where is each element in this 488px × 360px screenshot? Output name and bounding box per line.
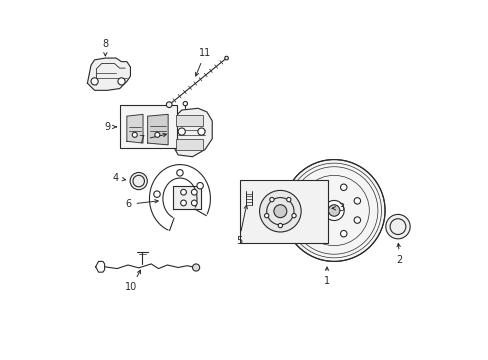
Circle shape	[340, 184, 346, 190]
Circle shape	[91, 78, 98, 85]
Text: 5: 5	[235, 205, 247, 246]
Circle shape	[353, 217, 360, 223]
Polygon shape	[87, 58, 130, 90]
Text: 6: 6	[125, 199, 158, 210]
Bar	[176, 116, 203, 126]
Circle shape	[328, 205, 339, 216]
Text: 7: 7	[138, 133, 166, 145]
Circle shape	[224, 56, 228, 60]
Bar	[239, 180, 327, 243]
Text: 10: 10	[125, 270, 140, 292]
Circle shape	[385, 215, 409, 239]
Polygon shape	[126, 114, 142, 143]
Circle shape	[321, 184, 327, 190]
Circle shape	[191, 189, 197, 195]
Circle shape	[324, 201, 344, 221]
Bar	[176, 139, 203, 149]
Circle shape	[269, 197, 273, 202]
Circle shape	[278, 224, 282, 228]
Circle shape	[283, 159, 384, 261]
Circle shape	[197, 183, 203, 189]
Circle shape	[166, 102, 172, 108]
Circle shape	[153, 191, 160, 197]
Circle shape	[259, 190, 301, 232]
Polygon shape	[172, 186, 201, 210]
Circle shape	[291, 213, 296, 218]
Circle shape	[192, 264, 199, 271]
Circle shape	[307, 198, 314, 204]
Polygon shape	[147, 114, 168, 145]
Text: 8: 8	[102, 39, 108, 56]
Text: 1: 1	[323, 267, 329, 286]
Circle shape	[198, 128, 204, 135]
Circle shape	[118, 78, 125, 85]
Circle shape	[130, 172, 147, 190]
Circle shape	[180, 189, 186, 195]
Circle shape	[321, 230, 327, 237]
Text: 2: 2	[396, 243, 402, 265]
Text: 11: 11	[195, 48, 211, 76]
Circle shape	[191, 200, 197, 206]
Text: 4: 4	[113, 173, 125, 183]
Bar	[120, 105, 177, 148]
Circle shape	[176, 170, 183, 176]
Circle shape	[340, 230, 346, 237]
Circle shape	[180, 200, 186, 206]
Circle shape	[264, 213, 268, 218]
Text: 3: 3	[331, 203, 344, 213]
Circle shape	[178, 128, 185, 135]
Circle shape	[353, 198, 360, 204]
Circle shape	[155, 132, 160, 137]
Circle shape	[286, 197, 290, 202]
Text: 9: 9	[104, 122, 116, 132]
Circle shape	[132, 132, 137, 137]
Circle shape	[307, 217, 314, 223]
Circle shape	[273, 205, 286, 218]
Polygon shape	[171, 108, 212, 157]
